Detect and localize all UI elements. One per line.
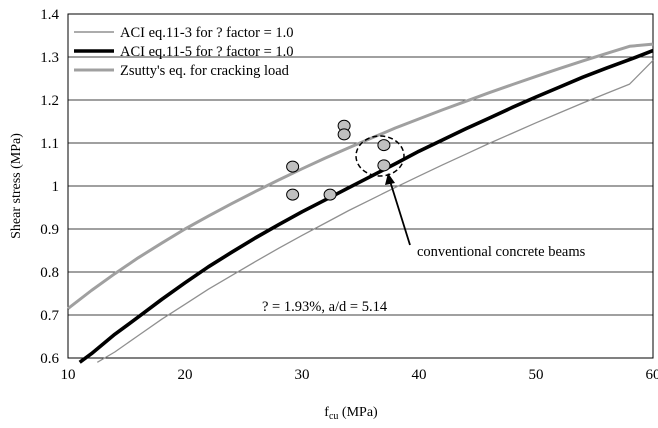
- y-tick-label: 1.1: [40, 136, 59, 152]
- x-tick-label: 50: [529, 367, 544, 383]
- x-tick-label: 60: [646, 367, 658, 383]
- data-point: [287, 161, 299, 172]
- data-point: [338, 129, 350, 140]
- y-tick-label: 1: [52, 179, 60, 195]
- y-tick-label: 0.9: [40, 222, 59, 238]
- y-axis-title: Shear stress (MPa): [9, 133, 24, 239]
- x-axis-title-unit: (MPa): [338, 405, 378, 420]
- y-tick-label: 1.2: [40, 93, 59, 109]
- y-tick-label: 0.8: [40, 265, 59, 281]
- data-point: [378, 160, 390, 171]
- data-point: [324, 189, 336, 200]
- legend-label-aci-11-5: ACI eq.11-5 for ? factor = 1.0: [120, 44, 294, 60]
- y-tick-label: 0.6: [40, 351, 59, 367]
- y-tick-label: 0.7: [40, 308, 59, 324]
- data-point: [378, 140, 390, 151]
- y-tick-label: 1.3: [40, 50, 59, 66]
- x-tick-label: 20: [178, 367, 193, 383]
- y-tick-labels: 0.6 0.7 0.8 0.9 1 1.1 1.2 1.3 1.4: [40, 7, 59, 367]
- x-tick-label: 10: [61, 367, 76, 383]
- x-tick-label: 40: [412, 367, 427, 383]
- x-tick-label: 30: [295, 367, 310, 383]
- annotation-ratio: ? = 1.93%, a/d = 5.14: [262, 299, 388, 315]
- x-axis-title-sub: cu: [329, 411, 338, 422]
- legend-label-zsutty: Zsutty's eq. for cracking load: [120, 63, 290, 79]
- x-axis-title: fcu (MPa): [324, 405, 378, 422]
- y-tick-label: 1.4: [40, 7, 59, 23]
- x-tick-labels: 10 20 30 40 50 60: [61, 367, 658, 383]
- data-point: [287, 189, 299, 200]
- annotation-conventional: conventional concrete beams: [417, 244, 586, 260]
- legend-label-aci-11-3: ACI eq.11-3 for ? factor = 1.0: [120, 25, 294, 41]
